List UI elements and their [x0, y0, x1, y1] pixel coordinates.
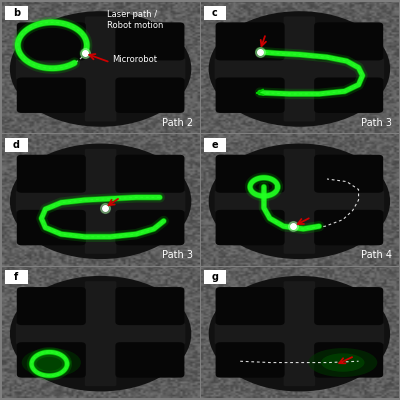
- FancyBboxPatch shape: [216, 78, 285, 113]
- Text: Path 4: Path 4: [361, 250, 392, 260]
- FancyBboxPatch shape: [314, 78, 383, 113]
- FancyBboxPatch shape: [284, 16, 315, 122]
- FancyBboxPatch shape: [16, 58, 186, 80]
- FancyBboxPatch shape: [115, 22, 184, 60]
- FancyBboxPatch shape: [314, 287, 383, 325]
- Ellipse shape: [321, 353, 364, 372]
- FancyBboxPatch shape: [85, 16, 116, 122]
- Ellipse shape: [10, 276, 191, 392]
- Ellipse shape: [10, 144, 191, 259]
- FancyBboxPatch shape: [284, 149, 315, 254]
- FancyBboxPatch shape: [216, 287, 285, 325]
- FancyBboxPatch shape: [216, 22, 285, 60]
- Text: Microrobot: Microrobot: [112, 55, 157, 64]
- FancyBboxPatch shape: [314, 210, 383, 245]
- FancyBboxPatch shape: [85, 281, 116, 386]
- Ellipse shape: [209, 144, 390, 259]
- Text: c: c: [212, 8, 218, 18]
- FancyBboxPatch shape: [314, 22, 383, 60]
- FancyBboxPatch shape: [85, 149, 116, 254]
- FancyBboxPatch shape: [115, 287, 184, 325]
- FancyBboxPatch shape: [17, 78, 86, 113]
- Text: f: f: [14, 272, 18, 282]
- FancyBboxPatch shape: [5, 138, 28, 152]
- Text: Path 3: Path 3: [361, 118, 392, 128]
- Ellipse shape: [22, 348, 81, 377]
- Text: Path 3: Path 3: [162, 250, 193, 260]
- FancyBboxPatch shape: [5, 270, 28, 284]
- FancyBboxPatch shape: [284, 281, 315, 386]
- FancyBboxPatch shape: [204, 138, 226, 152]
- Text: Laser path /
Robot motion: Laser path / Robot motion: [106, 10, 163, 30]
- Text: b: b: [13, 8, 20, 18]
- FancyBboxPatch shape: [204, 6, 226, 20]
- Text: Path 2: Path 2: [162, 118, 193, 128]
- Ellipse shape: [32, 353, 71, 372]
- FancyBboxPatch shape: [204, 270, 226, 284]
- FancyBboxPatch shape: [115, 342, 184, 378]
- FancyBboxPatch shape: [214, 191, 384, 212]
- FancyBboxPatch shape: [214, 323, 384, 344]
- FancyBboxPatch shape: [17, 210, 86, 245]
- FancyBboxPatch shape: [314, 342, 383, 378]
- Text: g: g: [212, 272, 218, 282]
- FancyBboxPatch shape: [115, 210, 184, 245]
- FancyBboxPatch shape: [17, 22, 86, 60]
- Ellipse shape: [209, 11, 390, 127]
- FancyBboxPatch shape: [16, 323, 186, 344]
- Ellipse shape: [308, 348, 377, 377]
- FancyBboxPatch shape: [17, 287, 86, 325]
- FancyBboxPatch shape: [16, 191, 186, 212]
- FancyBboxPatch shape: [216, 155, 285, 193]
- Ellipse shape: [10, 11, 191, 127]
- FancyBboxPatch shape: [17, 155, 86, 193]
- Text: d: d: [13, 140, 20, 150]
- FancyBboxPatch shape: [115, 78, 184, 113]
- FancyBboxPatch shape: [214, 58, 384, 80]
- FancyBboxPatch shape: [5, 6, 28, 20]
- FancyBboxPatch shape: [314, 155, 383, 193]
- Text: e: e: [212, 140, 218, 150]
- FancyBboxPatch shape: [216, 342, 285, 378]
- FancyBboxPatch shape: [17, 342, 86, 378]
- FancyBboxPatch shape: [216, 210, 285, 245]
- FancyBboxPatch shape: [115, 155, 184, 193]
- Ellipse shape: [209, 276, 390, 392]
